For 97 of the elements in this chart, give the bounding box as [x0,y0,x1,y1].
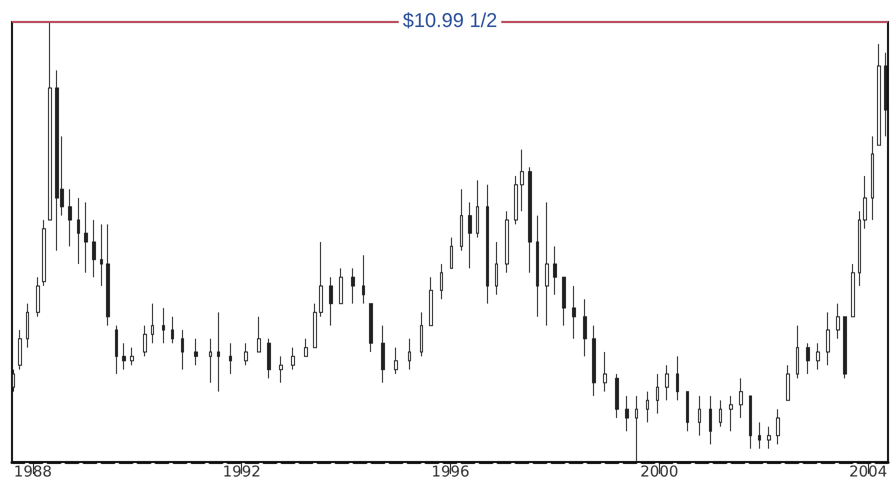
candlestick [615,374,619,418]
x-tick-label: 2000 [640,462,678,480]
candlestick [562,276,566,326]
candlestick [686,391,689,432]
candlestick [468,202,472,269]
candlestick [369,303,373,352]
candlestick [796,325,799,379]
candlestick [656,374,659,414]
candlestick [592,325,596,396]
candlestick [151,303,154,344]
candlestick [381,325,385,384]
candlestick [106,224,110,326]
candlestick [329,276,333,326]
candlestick [514,176,518,225]
candlestick [26,303,29,348]
candlestick [460,188,463,252]
ref-line-label: $10.99 1/2 [402,10,498,32]
candlestick [68,188,72,247]
candlestick [181,330,184,370]
candlestick [665,364,669,401]
candlestick [408,338,411,370]
candlestick [194,338,198,366]
candlestick [162,308,165,344]
candlestick [863,176,867,230]
candlestick [545,202,549,326]
candlestick [92,220,96,278]
candlestick [603,352,607,392]
candlestick [583,298,587,357]
candlestick [553,246,557,296]
candlestick [394,347,398,374]
candlestick [429,276,433,326]
candlestick [572,286,576,340]
candlestick [635,396,638,462]
candlestick [476,180,479,238]
candlestick [739,378,743,418]
candlestick [776,408,780,445]
candlestick [843,316,847,379]
candlestick [319,242,323,318]
candlestick [486,184,489,304]
x-tick-label: 1988 [14,462,52,480]
candlestick [351,268,355,304]
candlestick [719,400,722,428]
x-tick-label: 1992 [222,462,261,480]
candlestick [84,202,88,274]
candlestick [339,268,343,304]
candlestick [528,166,532,274]
candlestick [709,396,712,445]
candlestick [48,22,52,220]
candlestick [122,342,126,370]
candlestick [209,338,212,384]
candlestick [520,149,524,212]
candlestick [698,396,701,436]
candlestick [267,338,271,379]
x-tick-label: 1996 [431,462,470,480]
candlestick [884,52,887,137]
candlestick [77,198,80,264]
candlestick [279,356,283,384]
candlestick [257,316,261,352]
candlestick [171,316,174,344]
candlestick [505,210,509,274]
candlestick [291,347,295,370]
candlestick [816,342,820,370]
candlestick [450,237,453,269]
candlestick [440,264,443,300]
candlestick [871,136,874,220]
candlestick [786,364,790,401]
candlestick [244,342,248,366]
candlestick [115,325,118,374]
candlestick [304,338,308,357]
candlestick [676,356,679,401]
candlestick [362,254,365,304]
candlestick [729,396,733,432]
candlestick [646,391,649,423]
candlestick [767,426,771,450]
candlestick [836,303,840,340]
candlestick [229,342,232,374]
x-tick-label: 2004 [849,462,888,480]
candlestick [826,312,830,366]
candlestick [625,396,629,432]
candlestick [143,325,147,357]
candlestick [18,330,22,370]
candlestick [806,342,810,374]
candlestick [313,303,317,348]
candlestick [420,312,423,357]
candlestick [495,242,498,296]
candlestick [858,210,861,286]
candlestick [758,422,761,450]
candlestick [130,347,134,366]
candlestick [12,369,15,392]
candlestick [877,44,881,146]
candlestick [536,215,539,318]
candlestick [851,264,855,318]
candlestick [100,224,103,286]
candlestick [217,312,220,392]
candlestick [749,396,752,450]
candlestick [42,220,46,286]
candlestick [36,276,40,318]
